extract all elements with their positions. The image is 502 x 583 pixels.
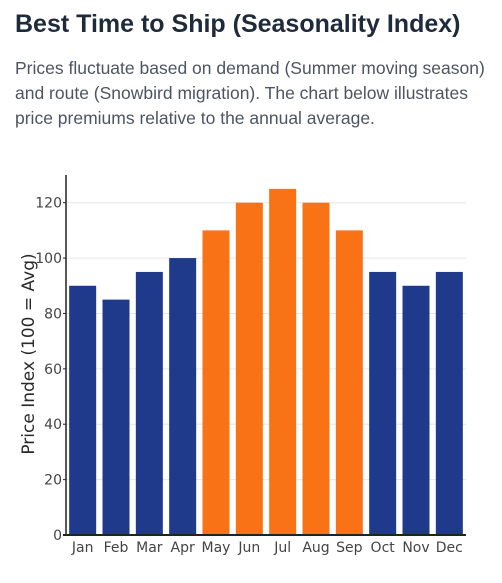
page-title: Best Time to Ship (Seasonality Index): [15, 10, 461, 38]
y-tick-label: 40: [44, 417, 62, 433]
bar-sep: [335, 230, 363, 535]
y-tick-label: 80: [44, 306, 62, 322]
y-tick-label: 120: [35, 196, 62, 212]
x-tick-label: Sep: [336, 540, 363, 556]
bar-mar: [135, 271, 163, 535]
x-tick-label: Mar: [136, 540, 163, 556]
y-axis-title: Price Index (100 = Avg): [19, 253, 39, 454]
x-tick-label: Jan: [71, 540, 94, 556]
seasonality-bar-chart: 0 20 40 60 80 100 120 Jan Feb Mar Apr May Jun Jul Aug S…: [19, 175, 466, 556]
axes: [63, 175, 466, 536]
bar-jun: [235, 202, 263, 535]
grid-lines: [66, 202, 466, 481]
bar-oct: [369, 271, 397, 535]
x-tick-label: Jul: [273, 540, 291, 556]
x-tick-label: Oct: [371, 540, 396, 556]
page-description: Prices fluctuate based on demand (Summer…: [15, 58, 485, 128]
x-tick-label: Dec: [436, 540, 463, 556]
x-tick-label: May: [202, 540, 231, 556]
bar-aug: [302, 202, 330, 535]
y-tick-label: 100: [35, 251, 62, 267]
x-tick-label: Jun: [237, 540, 260, 556]
y-tick-label: 20: [44, 473, 62, 489]
x-tick-label: Apr: [171, 540, 195, 556]
bar-jul: [269, 188, 297, 535]
y-tick-label: 60: [44, 362, 62, 378]
bar-apr: [169, 258, 197, 535]
bars: [69, 188, 463, 535]
bar-may: [202, 230, 230, 535]
bar-dec: [435, 271, 463, 535]
tick-labels: 0 20 40 60 80 100 120 Jan Feb Mar Apr May Jun Jul Aug S…: [35, 196, 463, 556]
bar-jan: [69, 285, 97, 535]
x-tick-label: Aug: [302, 540, 329, 556]
bar-nov: [402, 285, 430, 535]
x-tick-label: Nov: [402, 540, 429, 556]
y-tick-label: 0: [53, 528, 62, 544]
x-tick-label: Feb: [104, 540, 129, 556]
bar-feb: [102, 299, 130, 535]
